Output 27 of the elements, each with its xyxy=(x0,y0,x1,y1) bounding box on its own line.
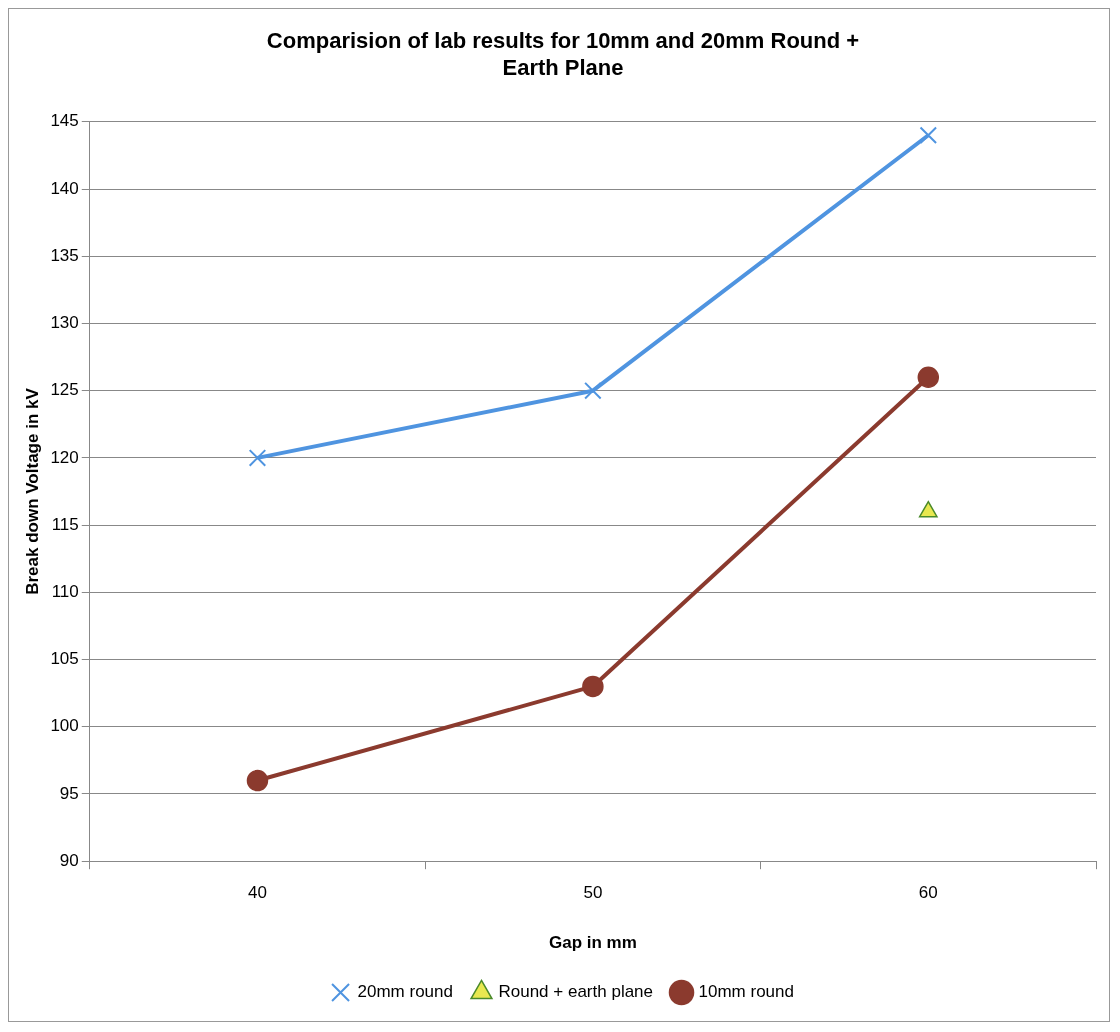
chart-title: Comparision of lab results for 10mm and 20mm Round + Earth Plane xyxy=(266,28,860,80)
y-tick-label: 135 xyxy=(50,245,79,265)
y-tick-label: 120 xyxy=(50,447,79,467)
y-tick-label: 110 xyxy=(51,582,79,602)
y-tick-label: 95 xyxy=(59,783,79,803)
point xyxy=(917,366,940,388)
x-axis-title: Gap in mm xyxy=(548,933,637,953)
point xyxy=(248,449,267,467)
y-tick-label: 115 xyxy=(51,514,79,534)
y-tick-label: 145 xyxy=(50,111,79,131)
x-tick-label: 50 xyxy=(583,883,603,903)
y-tick-label: 140 xyxy=(50,178,79,198)
y-axis-title: Break down Voltage in kV xyxy=(22,387,42,595)
legend-label: Round + earth plane xyxy=(498,982,654,1002)
y-tick-label: 90 xyxy=(59,850,79,870)
point xyxy=(582,675,604,698)
legend-label: 10mm round xyxy=(698,982,794,1002)
y-tick-label: 125 xyxy=(50,380,79,400)
y-tick-label: 130 xyxy=(50,313,79,333)
point xyxy=(919,126,938,145)
x-tick-label: 60 xyxy=(918,883,938,903)
point xyxy=(246,769,269,792)
y-tick-label: 100 xyxy=(50,716,79,736)
point xyxy=(584,381,602,400)
legend-label: 20mm round xyxy=(357,982,453,1002)
x-tick-label: 40 xyxy=(248,883,267,903)
y-tick-label: 105 xyxy=(50,649,79,669)
